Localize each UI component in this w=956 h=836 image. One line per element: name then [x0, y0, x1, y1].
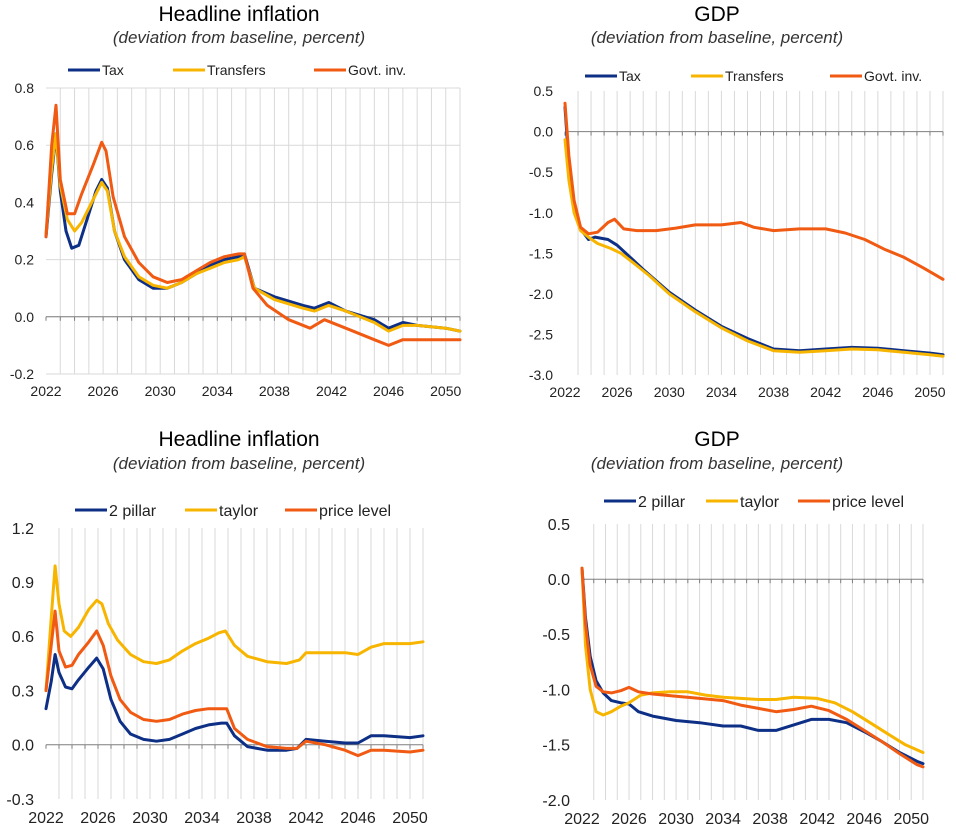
x-tick-label: 2046	[373, 383, 404, 399]
chart-subtitle: (deviation from baseline, percent)	[112, 454, 366, 473]
x-tick-label: 2030	[132, 810, 168, 827]
y-tick-label: -1.5	[529, 245, 553, 261]
y-tick-label: 0.9	[12, 575, 34, 592]
y-tick-label: -0.5	[542, 627, 570, 644]
x-tick-label: 2034	[202, 383, 233, 399]
chart-subtitle: (deviation from baseline, percent)	[112, 28, 366, 47]
y-tick-label: 0.8	[15, 80, 35, 96]
x-tick-label: 2038	[236, 810, 272, 827]
x-tick-label: 2030	[654, 384, 685, 400]
legend-label: taylor	[219, 503, 259, 520]
x-tick-label: 2034	[184, 810, 220, 827]
y-tick-label: -2.0	[542, 793, 570, 810]
x-tick-label: 2042	[810, 384, 841, 400]
chart-svg: -2.0 -1.5 -1.0 -0.5 0.0 0.5 2022 2026 2030 2034 20…	[542, 494, 929, 828]
legend-label: Transfers	[207, 62, 266, 78]
chart-subtitle: (deviation from baseline, percent)	[590, 28, 844, 47]
legend-label: Tax	[619, 68, 641, 84]
x-tick-label: 2034	[706, 384, 737, 400]
y-tick-label: -0.3	[6, 792, 34, 809]
x-tick-label: 2042	[316, 383, 347, 399]
legend-label: Transfers	[725, 68, 784, 84]
chart-subtitle: (deviation from baseline, percent)	[590, 454, 844, 473]
chart-title: Headline inflation	[158, 3, 320, 26]
x-tick-label: 2038	[259, 383, 290, 399]
y-tick-label: -0.5	[529, 164, 553, 180]
legend-label: price level	[832, 494, 904, 511]
panel-gdp-fiscal: GDP (deviation from baseline, percent) -…	[478, 0, 956, 410]
legend-label: Tax	[102, 62, 124, 78]
legend-label: 2 pillar	[638, 494, 686, 511]
x-tick-label: 2038	[758, 384, 789, 400]
y-tick-label: -0.2	[10, 366, 34, 382]
y-tick-label: -2.5	[529, 326, 553, 342]
legend-label: taylor	[740, 494, 780, 511]
x-tick-label: 2050	[914, 384, 945, 400]
x-tick-label: 2026	[88, 383, 119, 399]
x-tick-label: 2050	[893, 811, 929, 828]
x-tick-label: 2022	[564, 811, 600, 828]
chart-svg: -0.2 0.0 0.2 0.4 0.6 0.8 2022 2026 2030 2034 2038 2…	[10, 62, 462, 399]
x-tick-label: 2042	[288, 810, 324, 827]
y-tick-label: -2.0	[529, 286, 553, 302]
x-tick-label: 2026	[602, 384, 633, 400]
x-tick-label: 2034	[705, 811, 741, 828]
y-tick-label: 0.5	[548, 517, 570, 534]
y-tick-label: 0.4	[15, 194, 35, 210]
series-line-price-level	[44, 609, 425, 758]
chart-svg: -3.0 -2.5 -2.0 -1.5 -1.0 -0.5 0.0 0.5 2022 2026 20…	[529, 68, 946, 400]
chart-svg: -0.3 0.0 0.3 0.6 0.9 1.2 2022 2026 2030 2034 2038 2…	[6, 503, 428, 827]
y-tick-label: 0.0	[534, 124, 554, 140]
series-line-transfers	[44, 132, 462, 333]
series-line-taylor	[44, 564, 425, 693]
y-tick-label: 0.3	[12, 683, 34, 700]
chart-title: GDP	[694, 3, 740, 26]
series-line-tax	[563, 105, 945, 357]
y-tick-label: 0.0	[12, 738, 34, 755]
x-tick-label: 2022	[30, 383, 61, 399]
x-tick-label: 2042	[799, 811, 835, 828]
x-tick-label: 2046	[862, 384, 893, 400]
x-tick-label: 2050	[430, 383, 461, 399]
series-line-govt-inv	[563, 101, 945, 281]
legend-label: 2 pillar	[109, 503, 157, 520]
x-tick-label: 2046	[846, 811, 882, 828]
series-line-price-level	[580, 566, 925, 769]
series-line-transfers	[563, 138, 945, 358]
x-tick-label: 2030	[658, 811, 694, 828]
panel-gdp-monetary: GDP (deviation from baseline, percent) -…	[478, 418, 956, 836]
series-line-taylor	[580, 566, 925, 754]
chart-title: Headline inflation	[158, 428, 320, 451]
x-tick-label: 2026	[611, 811, 647, 828]
y-tick-label: 0.2	[15, 252, 35, 268]
y-tick-label: 1.2	[12, 521, 34, 538]
x-tick-label: 2050	[392, 810, 428, 827]
y-tick-label: 0.0	[15, 309, 35, 325]
x-tick-label: 2038	[752, 811, 788, 828]
legend-label: Govt. inv.	[864, 68, 922, 84]
y-tick-label: 0.0	[548, 572, 570, 589]
y-tick-label: -1.5	[542, 738, 570, 755]
chart-title: GDP	[694, 428, 740, 451]
series-line-govt-inv	[44, 103, 462, 347]
x-tick-label: 2046	[340, 810, 376, 827]
panel-headline-inflation-fiscal: Headline inflation (deviation from basel…	[0, 0, 478, 410]
y-tick-label: -1.0	[529, 205, 553, 221]
legend-label: price level	[319, 503, 391, 520]
y-tick-label: 0.6	[12, 629, 34, 646]
x-tick-label: 2022	[549, 384, 580, 400]
y-tick-label: 0.6	[15, 137, 35, 153]
legend-label: Govt. inv.	[348, 62, 406, 78]
x-tick-label: 2026	[80, 810, 116, 827]
panel-headline-inflation-monetary: Headline inflation (deviation from basel…	[0, 418, 478, 836]
y-tick-label: -1.0	[542, 682, 570, 699]
series-line-2-pillar	[44, 653, 425, 752]
x-tick-label: 2022	[28, 810, 64, 827]
x-tick-label: 2030	[145, 383, 176, 399]
y-tick-label: -3.0	[529, 367, 553, 383]
y-tick-label: 0.5	[534, 83, 554, 99]
